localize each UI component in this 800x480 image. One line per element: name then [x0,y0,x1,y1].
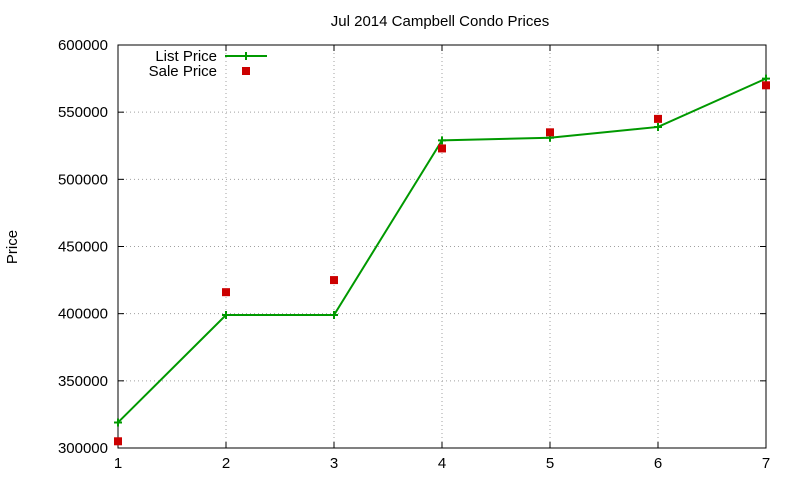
list-price-point [654,122,662,131]
legend-marker [242,52,250,60]
x-tick-label: 6 [654,455,662,472]
sale-price-point [222,288,230,297]
sale-price-point [654,114,662,123]
sale-price-point [330,276,338,285]
y-tick-label: 400000 [58,306,108,323]
list-price-point [114,418,122,427]
legend-label: Sale Price [149,63,217,80]
series-sale-price [114,81,770,446]
chart-title: Jul 2014 Campbell Condo Prices [331,13,549,30]
list-price-point [762,74,770,83]
sale-price-point [438,144,446,153]
y-tick-label: 450000 [58,239,108,256]
legend-label: List Price [155,48,217,65]
list-price-point [330,311,338,320]
x-tick-label: 1 [114,455,122,472]
y-tick-label: 350000 [58,373,108,390]
y-tick-label: 550000 [58,104,108,121]
legend-marker [242,67,250,75]
grid [118,45,766,448]
list-price-point [438,136,446,145]
sale-price-point [762,81,770,90]
list-price-point [222,311,230,320]
legend-item-list-price: List Price [155,48,267,65]
x-tick-label: 7 [762,455,770,472]
series-list-price [114,74,770,427]
sale-price-point [114,437,122,446]
y-tick-label: 600000 [58,37,108,54]
y-tick-label: 300000 [58,440,108,457]
x-tick-label: 4 [438,455,446,472]
series [114,74,770,446]
list-price-line [117,77,767,424]
sale-price-point [546,128,554,137]
legend-item-sale-price: Sale Price [149,63,250,80]
x-tick-label: 2 [222,455,230,472]
y-axis-label: Price [4,230,21,264]
x-tick-label: 3 [330,455,338,472]
axis-ticks: 1 2 3 4 5 6 7 300000 350000 400000 450000 500000 550… [58,37,770,472]
x-tick-label: 5 [546,455,554,472]
y-tick-label: 500000 [58,171,108,188]
